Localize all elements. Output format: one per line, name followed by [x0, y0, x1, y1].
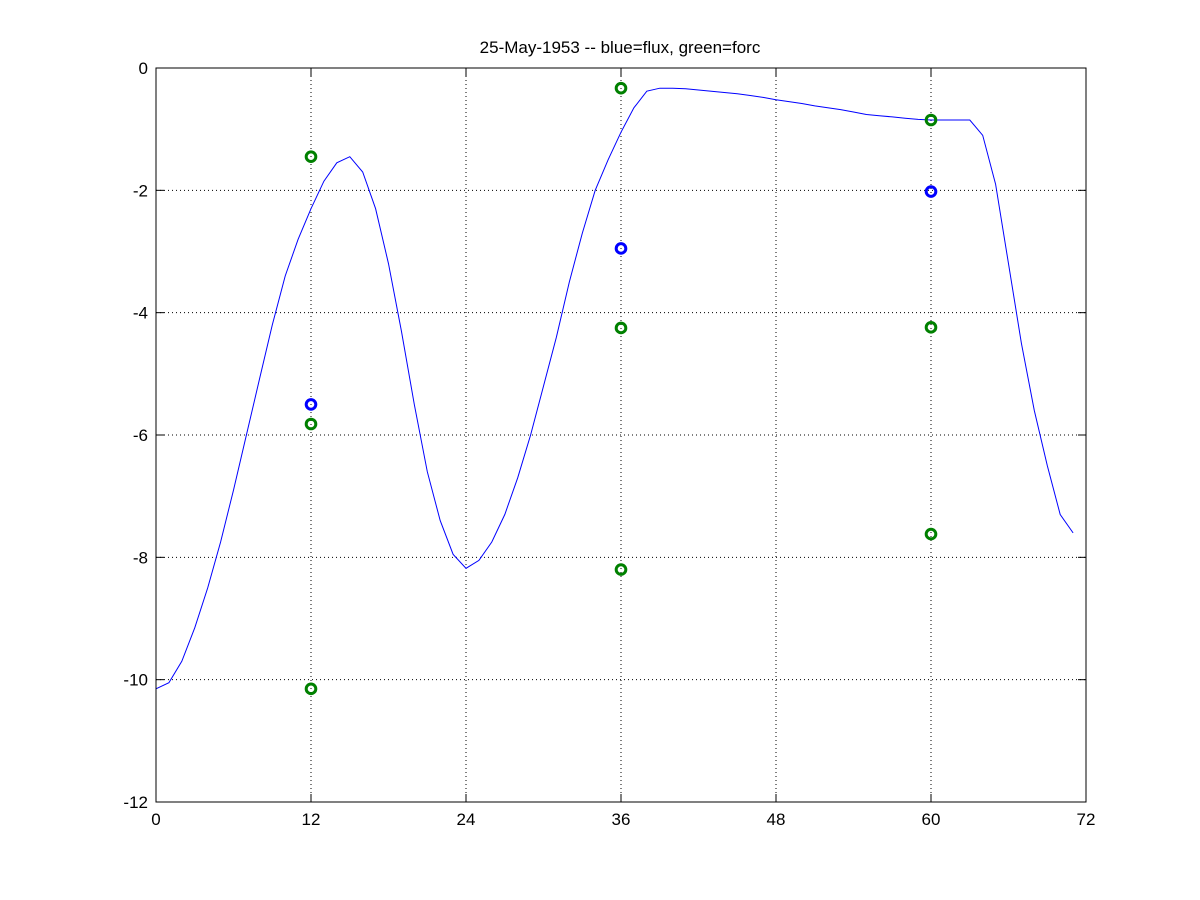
- x-tick-label: 48: [767, 810, 786, 829]
- x-tick-label: 72: [1077, 810, 1096, 829]
- x-tick-label: 12: [302, 810, 321, 829]
- y-tick-label: -2: [133, 181, 148, 200]
- y-tick-label: -8: [133, 548, 148, 567]
- x-tick-label: 60: [922, 810, 941, 829]
- y-tick-label: -12: [123, 793, 148, 812]
- flux-marker: [614, 242, 628, 255]
- flux-marker: [924, 185, 938, 198]
- forc-marker: [924, 527, 938, 541]
- flux-marker: [304, 398, 318, 411]
- chart-title: 25-May-1953 -- blue=flux, green=forc: [480, 38, 761, 57]
- marker-layer: [304, 81, 938, 696]
- forc-marker: [614, 321, 628, 335]
- grid-lines: [156, 68, 1086, 802]
- forc-marker: [924, 113, 938, 127]
- forc-marker: [614, 563, 628, 576]
- x-tick-label: 36: [612, 810, 631, 829]
- flux-curve-layer: [155, 87, 1074, 690]
- y-tick-label: -4: [133, 304, 148, 323]
- y-tick-label: 0: [139, 59, 148, 78]
- y-tick-label: -10: [123, 671, 148, 690]
- forc-marker: [924, 321, 938, 334]
- flux-curve: [155, 87, 1074, 690]
- forc-marker: [304, 417, 318, 431]
- axis-ticks: 0 12 24 36 48 60 72 0 -2 -4 -6 -8 -10 -12: [123, 59, 1095, 829]
- x-tick-label: 24: [457, 810, 476, 829]
- forc-marker: [614, 81, 628, 95]
- forc-marker: [304, 150, 318, 163]
- x-tick-label: 0: [151, 810, 160, 829]
- y-tick-label: -6: [133, 426, 148, 445]
- forc-marker: [304, 682, 318, 696]
